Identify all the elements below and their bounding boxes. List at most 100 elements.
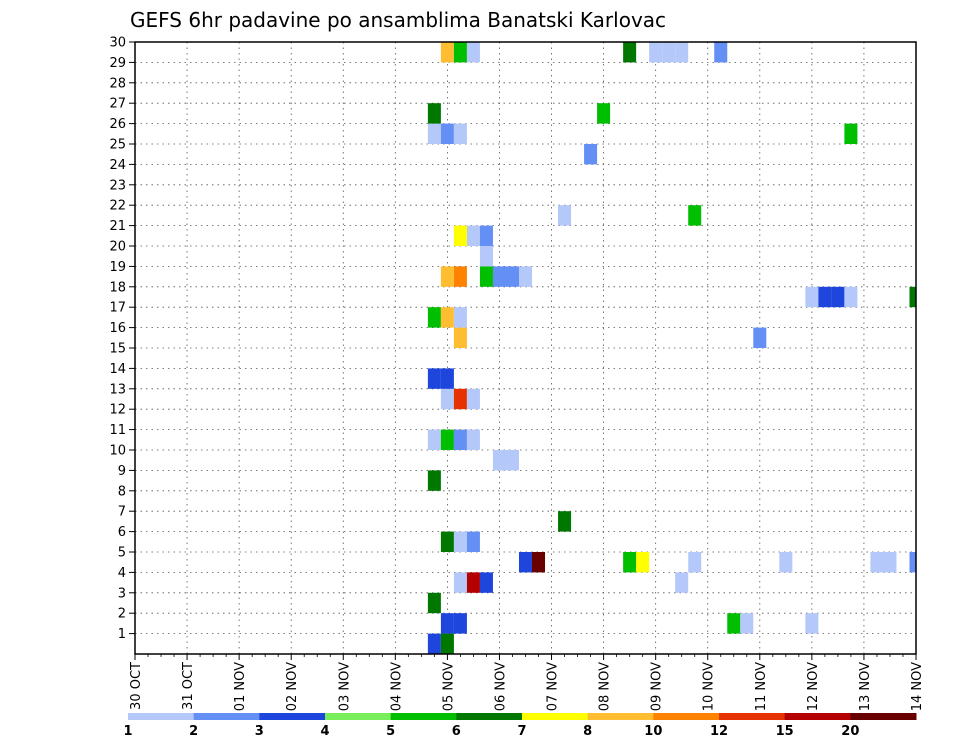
heatmap-cell bbox=[688, 205, 702, 226]
heatmap-cell bbox=[831, 286, 845, 308]
y-tick-label: 6 bbox=[118, 525, 126, 540]
heatmap-cell bbox=[492, 266, 506, 287]
heatmap-cell bbox=[740, 613, 754, 634]
x-tick-label: 08 NOV bbox=[598, 662, 613, 711]
y-tick-label: 12 bbox=[109, 403, 126, 418]
heatmap-cell bbox=[453, 307, 467, 328]
x-tick-label: 04 NOV bbox=[389, 662, 404, 711]
y-tick-label: 14 bbox=[109, 362, 126, 377]
y-tick-label: 4 bbox=[118, 566, 126, 581]
x-tick-label: 11 NOV bbox=[754, 662, 769, 711]
heatmap-cell bbox=[466, 531, 480, 552]
heatmap-cell bbox=[479, 266, 493, 287]
heatmap-cell bbox=[440, 429, 454, 450]
legend-swatch bbox=[259, 713, 326, 720]
heatmap-cell bbox=[466, 429, 480, 450]
y-tick-label: 24 bbox=[109, 158, 126, 173]
x-axis: 30 OCT 31 OCT 01 NOV 02 NOV 03 NOV 04 NOV 05 N… bbox=[129, 654, 925, 711]
heatmap-cell bbox=[453, 42, 467, 63]
heatmap-cell bbox=[883, 552, 897, 573]
heatmap-cell bbox=[427, 103, 441, 124]
heatmap-cell bbox=[558, 511, 572, 532]
y-tick-label: 7 bbox=[118, 505, 126, 520]
heatmap-cell bbox=[453, 327, 467, 348]
y-tick-label: 27 bbox=[109, 97, 126, 112]
heatmap-cell bbox=[779, 552, 793, 573]
y-tick-label: 23 bbox=[109, 178, 126, 193]
heatmap-cell bbox=[870, 552, 884, 573]
heatmap-cell bbox=[440, 368, 454, 389]
x-tick-label: 30 OCT bbox=[129, 662, 144, 710]
chart-title: GEFS 6hr padavine po ansamblima Banatski… bbox=[130, 8, 666, 32]
y-tick-label: 25 bbox=[109, 138, 126, 153]
heatmap-cell bbox=[453, 429, 467, 450]
heatmap-cell bbox=[427, 429, 441, 450]
heatmap-cell bbox=[466, 42, 480, 63]
y-tick-label: 16 bbox=[109, 321, 126, 336]
legend-label: 4 bbox=[320, 724, 329, 739]
heatmap-cell bbox=[453, 123, 467, 144]
heatmap-cell bbox=[505, 450, 519, 471]
heatmap-cell bbox=[479, 246, 493, 267]
legend-swatch bbox=[587, 713, 654, 720]
heatmap-cell bbox=[909, 286, 916, 308]
heatmap-cell bbox=[584, 144, 598, 165]
y-tick-label: 18 bbox=[109, 280, 126, 295]
heatmap-cell bbox=[427, 592, 441, 614]
heatmap-cell bbox=[518, 552, 533, 573]
legend-swatch bbox=[653, 713, 720, 720]
legend-label: 20 bbox=[841, 724, 859, 739]
x-tick-label: 05 NOV bbox=[441, 662, 456, 711]
heatmap-cell bbox=[427, 633, 441, 654]
legend-label: 12 bbox=[710, 724, 728, 739]
heatmap-cell bbox=[440, 307, 454, 328]
heatmap-cell bbox=[479, 572, 493, 593]
heatmap-cell bbox=[597, 103, 611, 124]
legend-label: 2 bbox=[189, 724, 198, 739]
heatmap-cell bbox=[427, 368, 441, 389]
y-tick-label: 21 bbox=[109, 219, 126, 234]
x-tick-label: 06 NOV bbox=[493, 662, 508, 711]
y-tick-label: 20 bbox=[109, 240, 126, 255]
heatmap-cell bbox=[453, 266, 467, 287]
y-tick-label: 26 bbox=[109, 117, 126, 132]
x-tick-label: 31 OCT bbox=[181, 662, 196, 710]
heatmap-cell bbox=[440, 613, 454, 634]
heatmap-cell bbox=[753, 327, 767, 348]
heatmap-cell bbox=[466, 225, 480, 246]
heatmap-cell bbox=[453, 225, 467, 246]
heatmap-cell bbox=[675, 572, 689, 593]
y-tick-label: 2 bbox=[118, 607, 126, 622]
legend-swatch bbox=[193, 713, 260, 720]
color-legend: 1 2 3 4 5 6 7 8 10 12 15 20 bbox=[123, 713, 917, 739]
y-tick-label: 8 bbox=[118, 484, 126, 499]
heatmap-cell bbox=[453, 572, 467, 593]
legend-label: 15 bbox=[776, 724, 794, 739]
heatmap-cell bbox=[466, 388, 480, 410]
legend-swatch bbox=[784, 713, 851, 720]
x-tick-label: 09 NOV bbox=[650, 662, 665, 711]
heatmap-cell bbox=[453, 388, 467, 410]
heatmap-cell bbox=[805, 286, 819, 308]
heatmap-cell bbox=[466, 572, 480, 593]
heatmap-cell bbox=[558, 205, 572, 226]
legend-swatch bbox=[522, 713, 589, 720]
y-tick-label: 9 bbox=[118, 464, 126, 479]
heatmap-cell bbox=[662, 42, 676, 63]
heatmap-cell bbox=[623, 42, 637, 63]
x-tick-label: 03 NOV bbox=[337, 662, 352, 711]
heatmap-cell bbox=[479, 225, 493, 246]
heatmap-cell bbox=[453, 613, 467, 634]
y-tick-label: 10 bbox=[109, 444, 126, 459]
legend-swatch bbox=[390, 713, 457, 720]
heatmap-cell bbox=[427, 470, 441, 491]
legend-label: 7 bbox=[517, 724, 526, 739]
legend-label: 5 bbox=[386, 724, 395, 739]
y-tick-label: 13 bbox=[109, 382, 126, 397]
y-tick-label: 19 bbox=[109, 260, 126, 275]
y-tick-label: 30 bbox=[109, 36, 126, 51]
legend-label: 3 bbox=[255, 724, 264, 739]
y-tick-label: 1 bbox=[118, 627, 126, 642]
heatmap-cell bbox=[688, 552, 702, 573]
